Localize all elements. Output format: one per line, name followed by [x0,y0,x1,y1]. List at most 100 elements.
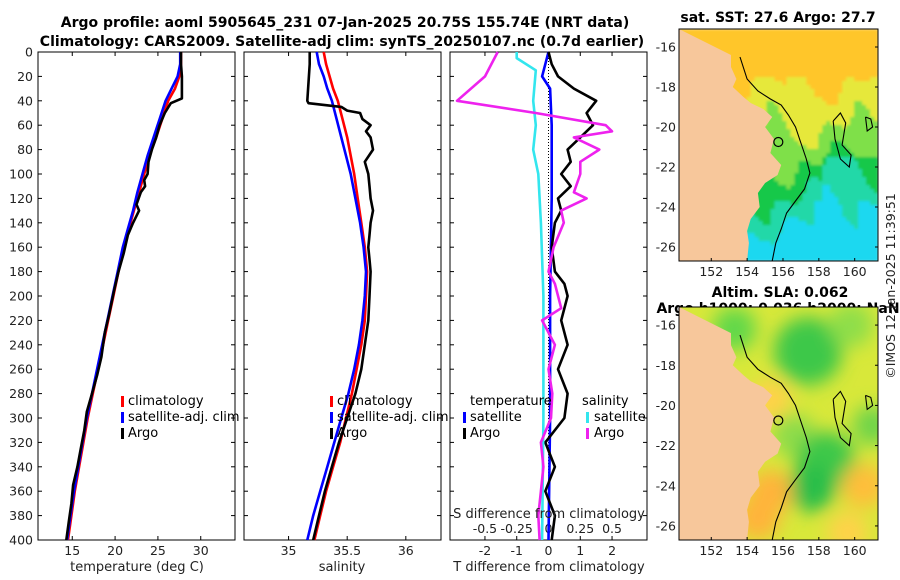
temperature-axes [37,51,236,541]
sst-cell [858,45,863,50]
sst-cell [774,97,780,102]
sst-cell [750,93,756,98]
sst-cell [874,141,878,146]
sst-cell [806,133,811,138]
x-tick-label: -1 [510,543,522,558]
sst-cell [766,121,772,126]
sst-cell [870,233,875,238]
reef-contour [832,390,852,447]
sst-cell [870,93,875,98]
sst-cell [834,229,839,234]
sst-cell [802,233,807,238]
sst-cell [862,41,867,46]
y-tick-label: 180 [9,264,33,279]
sst-cell [838,49,843,54]
sst-cell [858,61,863,66]
sst-cell [850,205,855,210]
sst-cell [710,37,716,42]
sst-cell [814,237,819,242]
sst-cell [846,221,851,226]
sst-cell [850,221,855,226]
sst-cell [782,69,788,74]
sst-cell [782,245,788,250]
sst-cell [846,41,851,46]
sst-cell [714,29,720,34]
sst-cell [826,149,831,154]
sst-cell [770,201,776,206]
sst-cell [702,33,708,38]
sst-cell [834,165,839,170]
sst-cell [786,121,792,126]
sst-cell [762,209,768,214]
sst-cell [738,81,744,86]
sst-cell [778,253,784,258]
sst-cell [782,133,788,138]
sst-cell [858,49,863,54]
sst-cell [766,197,772,202]
sst-cell [810,81,815,86]
sst-cell [802,221,807,226]
sst-cell [858,141,863,146]
sst-cell [850,133,855,138]
sst-cell [758,33,764,38]
sst-cell [862,245,867,250]
x-tick-label: 156 [771,264,795,279]
sst-cell [778,105,784,110]
sst-cell [750,69,756,74]
sst-cell [842,233,847,238]
sst-cell [834,237,839,242]
sst-cell [818,225,823,230]
sst-cell [854,89,859,94]
sst-cell [806,57,811,62]
sst-cell [754,65,760,70]
sst-cell [850,193,855,198]
sst-cell [850,185,855,190]
sst-cell [750,57,756,62]
sst-cell [774,93,780,98]
sst-cell [850,65,855,70]
y-tick-label: -24 [656,200,676,215]
sst-cell [866,97,871,102]
sst-cell [782,121,788,126]
sst-cell [766,201,772,206]
sst-cell [838,217,843,222]
sst-cell [802,173,807,178]
sst-cell [754,45,760,50]
sst-cell [866,81,871,86]
sst-cell [830,237,835,242]
sst-cell [854,129,859,134]
sst-cell [770,93,776,98]
sst-cell [798,153,803,158]
y-tick-label: 0 [25,45,33,60]
sla-blob [787,463,836,512]
sst-cell [854,237,859,242]
s-tick-label: -0.5 [473,521,497,536]
sst-cell [810,149,815,154]
sst-cell [770,241,776,246]
sst-cell [874,69,878,74]
y-tick-label: -20 [656,398,676,413]
sst-cell [806,97,811,102]
sst-cell [794,237,799,242]
sst-cell [870,137,875,142]
sst-cell [770,41,776,46]
sst-cell [798,57,803,62]
sst-cell [798,241,803,246]
sst-cell [874,225,878,230]
sst-cell [798,205,803,210]
sst-cell [834,185,839,190]
sst-cell [762,229,768,234]
sst-cell [842,253,847,258]
sst-cell [786,137,792,142]
sst-cell [862,177,867,182]
sst-cell [858,221,863,226]
sst-cell [822,169,827,174]
sst-cell [854,221,859,226]
sst-cell [842,201,847,206]
sst-cell [774,257,780,261]
sst-cell [762,33,768,38]
sst-cell [802,89,807,94]
sst-cell [838,221,843,226]
sst-cell [818,41,823,46]
sst-cell [850,229,855,234]
